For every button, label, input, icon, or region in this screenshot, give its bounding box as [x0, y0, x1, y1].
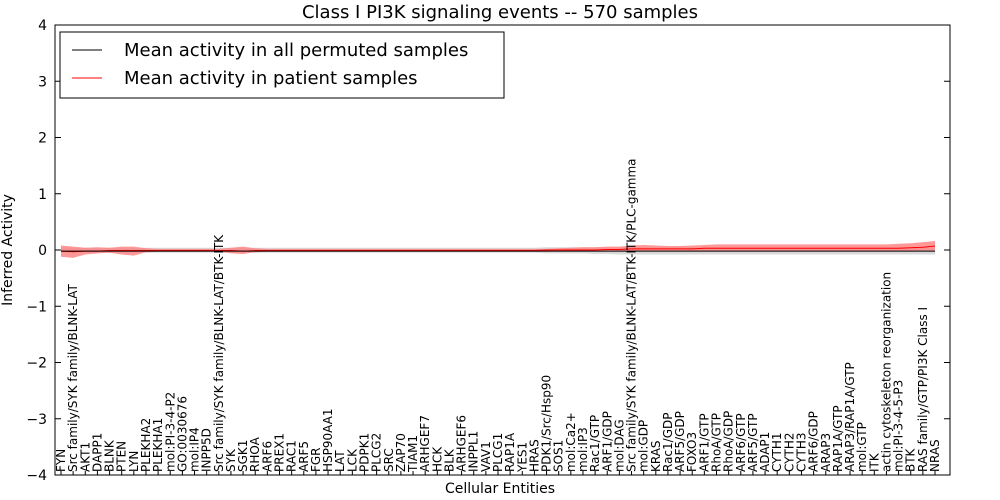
x-tick-label: FGR: [309, 447, 323, 472]
x-tick-label: ARHGEF6: [455, 415, 469, 472]
x-tick-label: Src family/SYK family/BLNK-LAT/BTK-ITK/P…: [625, 158, 639, 472]
x-tick-label: RhoA/GDP: [722, 411, 736, 472]
x-tick-label: YES1: [515, 442, 529, 473]
y-tick-label: 4: [38, 18, 47, 34]
y-axis-ticks: −4 −3 −2 −1 0 1 2 3 4: [26, 18, 950, 484]
x-tick-label: INPP5D: [200, 428, 214, 472]
y-tick-label: −4: [26, 468, 47, 484]
x-tick-label: HCK: [430, 446, 444, 472]
x-tick-label: ARF1/GTP: [697, 413, 711, 472]
x-tick-label: PLEKHA1: [151, 418, 165, 472]
x-tick-label: mol:IP3: [576, 427, 590, 472]
y-tick-label: 0: [38, 243, 47, 259]
x-tick-label: RAS family/GTP/PI3K Class I: [916, 307, 930, 472]
x-tick-label: ITK: [867, 452, 881, 472]
legend-label-patient: Mean activity in patient samples: [124, 68, 418, 89]
x-tick-label: ZAP70: [394, 433, 408, 472]
x-tick-label: PLEKHA2: [139, 418, 153, 472]
x-tick-label: LYN: [127, 451, 141, 472]
x-tick-label: GO:0030676: [175, 396, 189, 472]
x-tick-label: INPPL1: [467, 431, 481, 472]
legend-label-permuted: Mean activity in all permuted samples: [124, 40, 468, 61]
x-tick-label: SOS1: [552, 440, 566, 472]
x-tick-label: Src family/SYK family/BLNK-LAT/BTK-ITK: [212, 234, 226, 472]
x-tick-label: RAC1: [285, 440, 299, 472]
x-tick-label: ARF5/GDP: [673, 411, 687, 472]
x-tick-label: LCK: [345, 448, 359, 472]
legend-box: [59, 31, 505, 99]
x-tick-label: ARF6/GTP: [734, 413, 748, 472]
series-line-patient: [60, 245, 936, 253]
x-tick-label: PDPK1: [357, 433, 371, 472]
x-tick-label: mol:GDP: [637, 420, 651, 472]
x-tick-label: CYTH1: [770, 432, 784, 472]
plot-frame: [54, 24, 951, 476]
x-tick-label: BLNK: [103, 439, 117, 472]
x-tick-label: mol:GTP: [855, 422, 869, 472]
x-tick-label: RAP1A/GTP: [831, 405, 845, 472]
x-axis-label: Cellular Entities: [445, 481, 555, 497]
x-tick-label: LAT: [333, 450, 347, 472]
x-tick-label: RHOA: [248, 436, 262, 472]
x-tick-label: SGK1: [236, 440, 250, 472]
x-tick-label: mol:PI-3-4-5-P3: [892, 380, 906, 472]
x-tick-label: NRAS: [928, 439, 942, 472]
x-tick-label: actin cytoskeleton reorganization: [879, 272, 893, 472]
y-tick-label: 2: [38, 131, 47, 147]
x-tick-label: mol:DAG: [612, 419, 626, 472]
x-tick-label: ARHGEF7: [418, 415, 432, 472]
band-patient: [61, 241, 935, 258]
x-tick-label: SRC: [382, 448, 396, 472]
x-tick-label: KRAS: [649, 440, 663, 472]
x-tick-label: mol:PI-3-4-P2: [163, 392, 177, 472]
x-tick-label: ADAP1: [758, 432, 772, 472]
y-tick-label: 3: [38, 74, 47, 90]
x-axis-ticks: [60, 471, 936, 475]
x-tick-label: PREX1: [273, 433, 287, 472]
x-tick-label: FYN: [54, 449, 68, 472]
y-tick-label: −1: [26, 299, 47, 315]
x-tick-label: RhoA/GTP: [710, 413, 724, 472]
x-tick-label: AKT1: [78, 442, 92, 472]
x-tick-label: DAPP1: [90, 433, 104, 472]
x-tick-label: Rac1/GDP: [661, 413, 675, 472]
x-tick-label: BLK: [442, 448, 456, 472]
x-tick-label: ARAP3: [819, 433, 833, 472]
x-tick-label: HRAS: [527, 439, 541, 472]
legend: Mean activity in all permuted samples Me…: [59, 31, 505, 99]
x-tick-label: TIAM1: [406, 435, 420, 473]
x-tick-label: ARF6: [260, 441, 274, 472]
x-tick-label: PLCG1: [491, 433, 505, 472]
y-tick-label: −2: [26, 356, 47, 372]
x-tick-label: PDK1/Src/Hsp90: [540, 375, 554, 472]
x-tick-label: ARF1/GDP: [600, 411, 614, 472]
x-tick-label: ARAP3/RAP1A/GTP: [843, 362, 857, 472]
x-tick-label: PTEN: [115, 441, 129, 472]
variance-bands: [61, 241, 935, 258]
x-tick-label: HSP90AA1: [321, 408, 335, 472]
chart-title: Class I PI3K signaling events -- 570 sam…: [302, 2, 698, 23]
x-tick-label: VAV1: [479, 441, 493, 472]
x-tick-label: ARF5/GTP: [746, 413, 760, 472]
x-tick-label: ARF6/GDP: [807, 411, 821, 472]
x-tick-label: mol:Ca2+: [564, 412, 578, 472]
x-tick-label: CYTH2: [782, 432, 796, 472]
x-tick-label: CYTH3: [794, 432, 808, 472]
x-tick-label: Src family/SYK family/BLNK-LAT: [66, 283, 80, 472]
x-tick-label: SYK: [224, 448, 238, 472]
y-axis-label: Inferred Activity: [0, 194, 16, 306]
x-tick-label: mol:IP4: [188, 427, 202, 472]
x-tick-label: PLCG2: [370, 433, 384, 472]
y-tick-label: 1: [38, 187, 47, 203]
x-tick-label: BTK: [904, 447, 918, 472]
series-lines: [60, 245, 936, 253]
x-tick-label: ARF5: [297, 441, 311, 472]
x-tick-label: RAP1A: [503, 432, 517, 472]
y-tick-label: −3: [26, 412, 47, 428]
x-tick-label: Rac1/GTP: [588, 415, 602, 472]
x-tick-label: FOXO3: [685, 432, 699, 472]
